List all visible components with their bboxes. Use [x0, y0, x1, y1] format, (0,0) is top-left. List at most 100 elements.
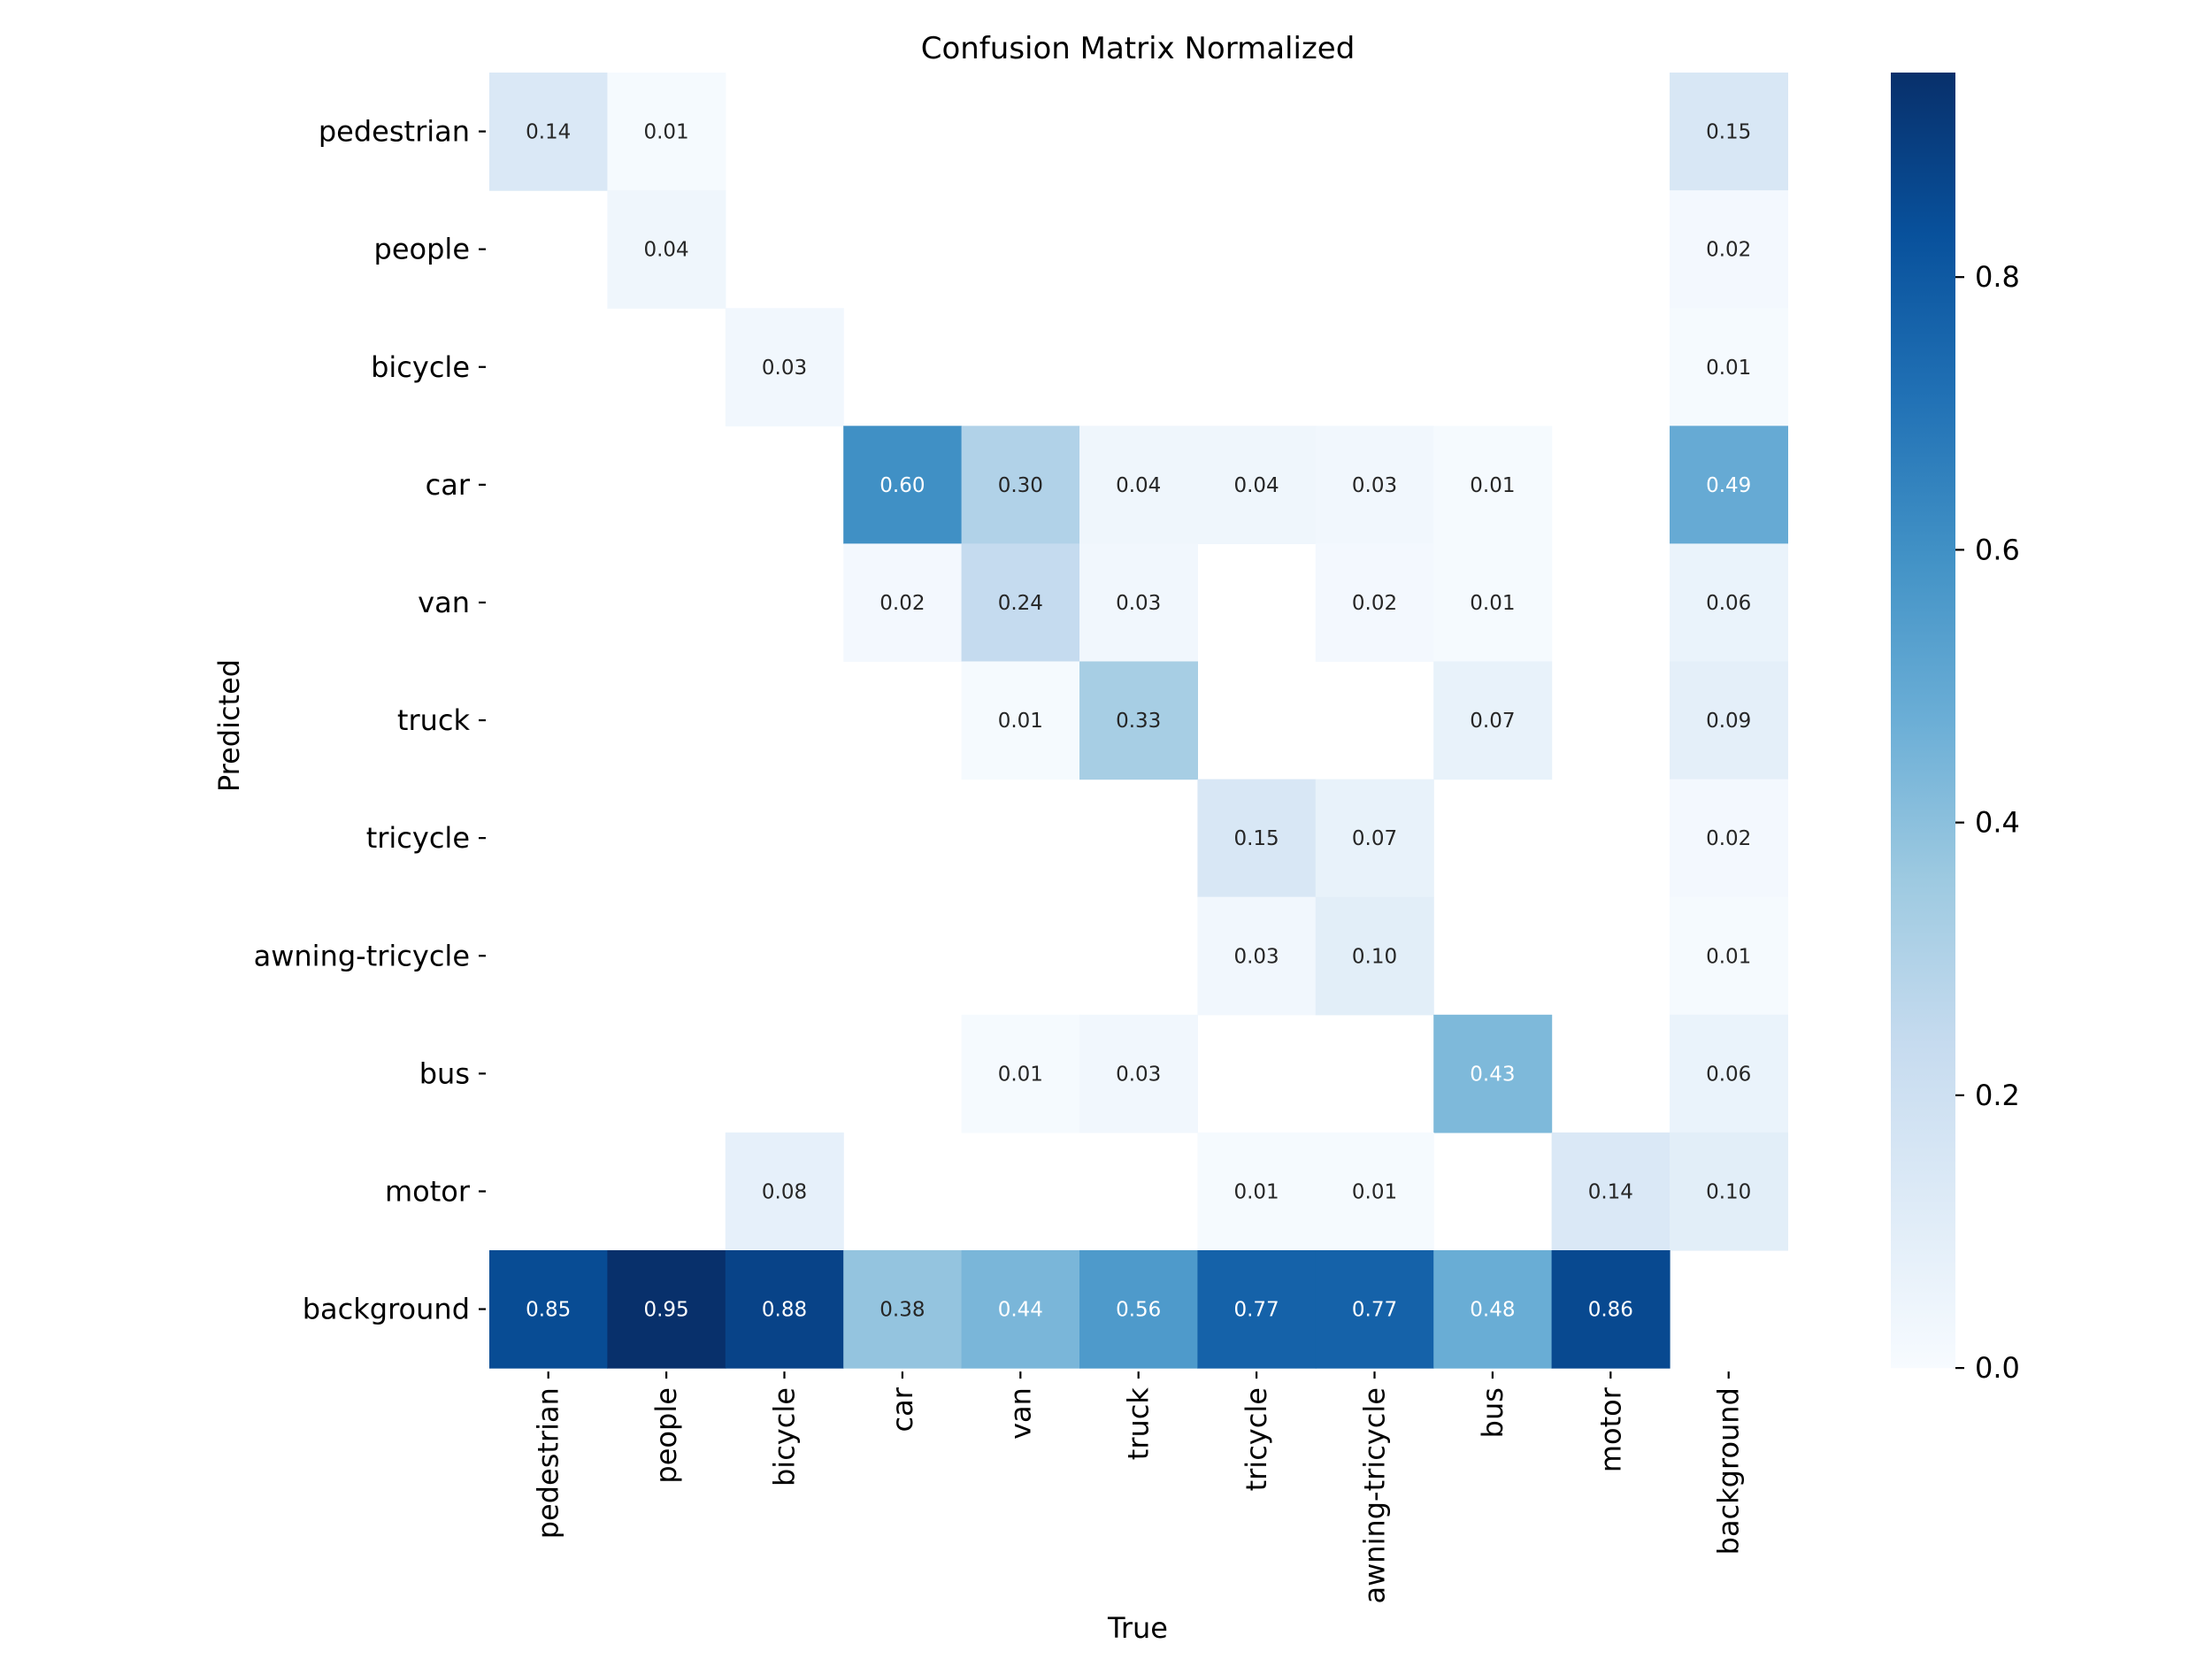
x-tick-label: bus	[1476, 1387, 1509, 1438]
cell-value-label: 0.01	[1706, 357, 1751, 380]
cell-value-label: 0.08	[762, 1180, 807, 1203]
heatmap-cell	[1079, 426, 1198, 544]
x-tick-label: tricycle	[1240, 1387, 1273, 1491]
cell-value-label: 0.02	[1352, 592, 1397, 615]
heatmap-cell	[607, 73, 726, 191]
heatmap-cell	[961, 1250, 1080, 1369]
cell-value-label: 0.85	[526, 1299, 571, 1322]
heatmap-cell	[961, 543, 1080, 663]
heatmap-cell	[1315, 1250, 1434, 1369]
heatmap-cell	[1197, 1132, 1317, 1251]
x-tick-label: van	[1003, 1387, 1037, 1440]
heatmap-cell	[1315, 896, 1434, 1016]
heatmap-cell	[725, 1250, 844, 1369]
y-tick-label: people	[374, 233, 470, 266]
y-tick-label: bus	[419, 1056, 470, 1090]
cell-value-label: 0.03	[1352, 474, 1397, 497]
y-tick-label: tricycle	[366, 821, 470, 855]
heatmap-cell	[843, 543, 963, 663]
cell-value-label: 0.06	[1706, 1063, 1751, 1086]
cell-value-label: 0.01	[1233, 1180, 1279, 1203]
heatmap-cell	[1197, 426, 1317, 544]
heatmap-cell	[725, 308, 844, 426]
cell-value-label: 0.04	[1233, 474, 1279, 497]
heatmap-cell	[1670, 1014, 1788, 1133]
cell-value-label: 0.09	[1706, 710, 1751, 733]
cell-value-label: 0.44	[998, 1299, 1043, 1322]
cell-value-label: 0.15	[1233, 827, 1279, 850]
cell-value-label: 0.01	[1470, 474, 1515, 497]
heatmap-cell	[489, 1250, 608, 1369]
cell-value-label: 0.48	[1470, 1299, 1515, 1322]
colorbar-tick-label: 0.4	[1975, 806, 2020, 840]
cell-value-label: 0.77	[1233, 1299, 1279, 1322]
heatmap-cell	[843, 426, 963, 544]
cell-value-label: 0.14	[526, 121, 571, 144]
heatmap-cell	[961, 426, 1080, 544]
heatmap-cell	[1670, 661, 1788, 780]
cell-value-label: 0.14	[1588, 1180, 1633, 1203]
y-axis-ticks: pedestrian people bicycle car van truck tricyc…	[254, 115, 486, 1326]
heatmap-cell	[1079, 1014, 1198, 1133]
x-axis-ticks: pedestrian people bicycle car van truck tricyc…	[532, 1371, 1746, 1603]
cell-value-label: 0.88	[762, 1299, 807, 1322]
x-tick-label: car	[886, 1386, 919, 1432]
cell-value-label: 0.03	[1116, 592, 1161, 615]
heatmap-cell	[1315, 1132, 1434, 1251]
cell-value-label: 0.04	[1116, 474, 1161, 497]
colorbar-tick-label: 0.0	[1975, 1351, 2020, 1385]
y-tick-label: van	[418, 586, 470, 619]
heatmap-cell	[1079, 1250, 1198, 1369]
cell-value-label: 0.24	[998, 592, 1043, 615]
cell-value-label: 0.38	[879, 1299, 925, 1322]
x-tick-label: motor	[1594, 1386, 1627, 1472]
heatmap-cell	[1670, 779, 1788, 898]
cell-value-label: 0.56	[1116, 1299, 1161, 1322]
y-tick-label: car	[426, 468, 471, 502]
cell-value-label: 0.06	[1706, 592, 1751, 615]
heatmap-cell	[607, 1250, 726, 1369]
heatmap-cell	[1670, 73, 1788, 191]
heatmap-cell	[1197, 779, 1317, 898]
cell-value-label: 0.03	[762, 357, 807, 380]
heatmap-cell	[1079, 543, 1198, 663]
heatmap-cell	[1670, 190, 1788, 309]
heatmap-cell	[1670, 426, 1788, 544]
cell-value-label: 0.30	[998, 474, 1043, 497]
heatmap-cell	[1197, 896, 1317, 1016]
cell-value-label: 0.01	[1706, 945, 1751, 968]
colorbar: 0.0 0.2 0.4 0.6 0.8	[1891, 73, 2020, 1385]
heatmap-cell	[489, 73, 608, 191]
heatmap-cell	[961, 1014, 1080, 1133]
x-tick-label: pedestrian	[532, 1387, 565, 1539]
cell-value-label: 0.02	[1706, 239, 1751, 262]
heatmap-cell	[1670, 896, 1788, 1016]
heatmap-cell	[1315, 779, 1434, 898]
cell-value-label: 0.10	[1706, 1180, 1751, 1203]
heatmap-cell	[1197, 1250, 1317, 1369]
heatmap-cell	[1551, 1250, 1671, 1369]
heatmap-cell	[1551, 1132, 1671, 1251]
cell-value-label: 0.02	[879, 592, 925, 615]
y-axis-label: Predicted	[212, 659, 246, 792]
y-tick-label: background	[303, 1293, 470, 1326]
colorbar-tick-label: 0.6	[1975, 533, 2020, 566]
heatmap-cell	[1315, 543, 1434, 663]
y-tick-label: truck	[397, 703, 471, 737]
cell-value-label: 0.43	[1470, 1063, 1515, 1086]
x-tick-label: awning-tricycle	[1358, 1387, 1392, 1603]
cell-value-label: 0.77	[1352, 1299, 1397, 1322]
cell-value-label: 0.60	[879, 474, 925, 497]
cell-value-label: 0.33	[1116, 710, 1161, 733]
y-tick-label: pedestrian	[319, 115, 470, 149]
cell-value-label: 0.01	[643, 121, 688, 144]
heatmap-cell	[961, 661, 1080, 780]
heatmap-cell	[1315, 426, 1434, 544]
cell-value-label: 0.86	[1588, 1299, 1633, 1322]
chart-title: Confusion Matrix Normalized	[921, 31, 1356, 66]
cell-value-label: 0.07	[1470, 710, 1515, 733]
heatmap-cell-labels: 0.14 0.01 0.15 0.04 0.02 0.03 0.01 0.60 0.30 0.04…	[526, 121, 1751, 1322]
cell-value-label: 0.04	[643, 239, 688, 262]
